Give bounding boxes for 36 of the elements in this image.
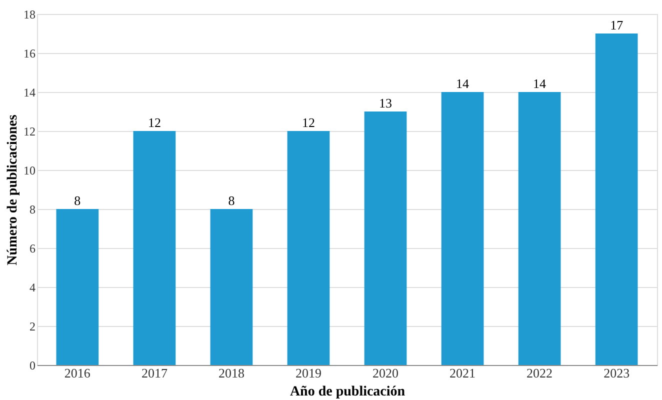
x-tick-label: 2023 (604, 366, 630, 380)
bar (364, 112, 407, 365)
data-label: 8 (74, 193, 81, 208)
x-tick-label: 2022 (526, 366, 553, 380)
y-axis-title: Número de publicaciones (6, 114, 20, 266)
data-label: 13 (379, 96, 392, 110)
bar (441, 92, 484, 365)
bar (56, 209, 99, 365)
y-tick-label: 10 (24, 164, 36, 178)
x-tick-label: 2017 (141, 366, 168, 380)
x-tick-label: 2020 (372, 366, 399, 380)
data-label: 12 (148, 115, 161, 130)
x-tick-label: 2016 (64, 366, 91, 380)
data-label: 14 (456, 76, 470, 91)
y-tick-label: 6 (30, 242, 36, 256)
y-tick-label: 0 (30, 358, 36, 372)
y-tick-label: 12 (24, 124, 36, 138)
y-tick-label: 8 (30, 202, 36, 216)
y-tick-label: 2 (30, 320, 36, 334)
x-tick-label: 2019 (295, 366, 322, 380)
y-tick-label: 4 (30, 280, 36, 294)
data-label: 12 (302, 115, 315, 130)
bar (133, 131, 176, 365)
data-label: 17 (610, 18, 624, 32)
y-tick-label: 18 (24, 8, 36, 22)
x-tick-label: 2021 (450, 366, 476, 380)
y-tick-label: 14 (24, 86, 36, 100)
bar (518, 92, 561, 365)
bar (595, 34, 638, 365)
data-label: 14 (533, 76, 547, 91)
x-axis-title: Año de publicación (290, 384, 406, 400)
bar (287, 131, 330, 365)
data-label: 8 (228, 193, 235, 208)
bar (210, 209, 253, 365)
x-tick-label: 2018 (218, 366, 244, 380)
y-tick-label: 16 (24, 46, 36, 60)
